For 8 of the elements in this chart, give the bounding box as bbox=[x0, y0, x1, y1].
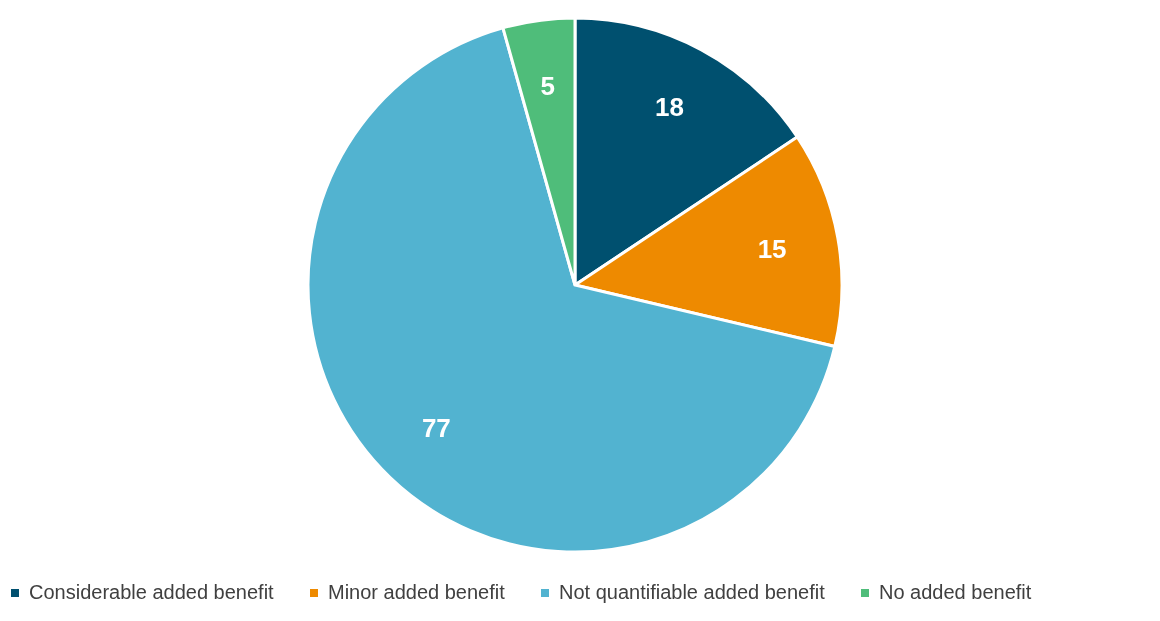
data-label: 77 bbox=[421, 413, 451, 444]
data-label: 18 bbox=[655, 92, 685, 123]
legend-label: No added benefit bbox=[879, 581, 1032, 603]
legend-label: Considerable added benefit bbox=[29, 581, 275, 603]
legend-label: Minor added benefit bbox=[328, 581, 506, 603]
data-label: 5 bbox=[540, 70, 555, 101]
data-label: 15 bbox=[757, 233, 787, 264]
legend-label: Not quantifiable added benefit bbox=[559, 581, 826, 603]
